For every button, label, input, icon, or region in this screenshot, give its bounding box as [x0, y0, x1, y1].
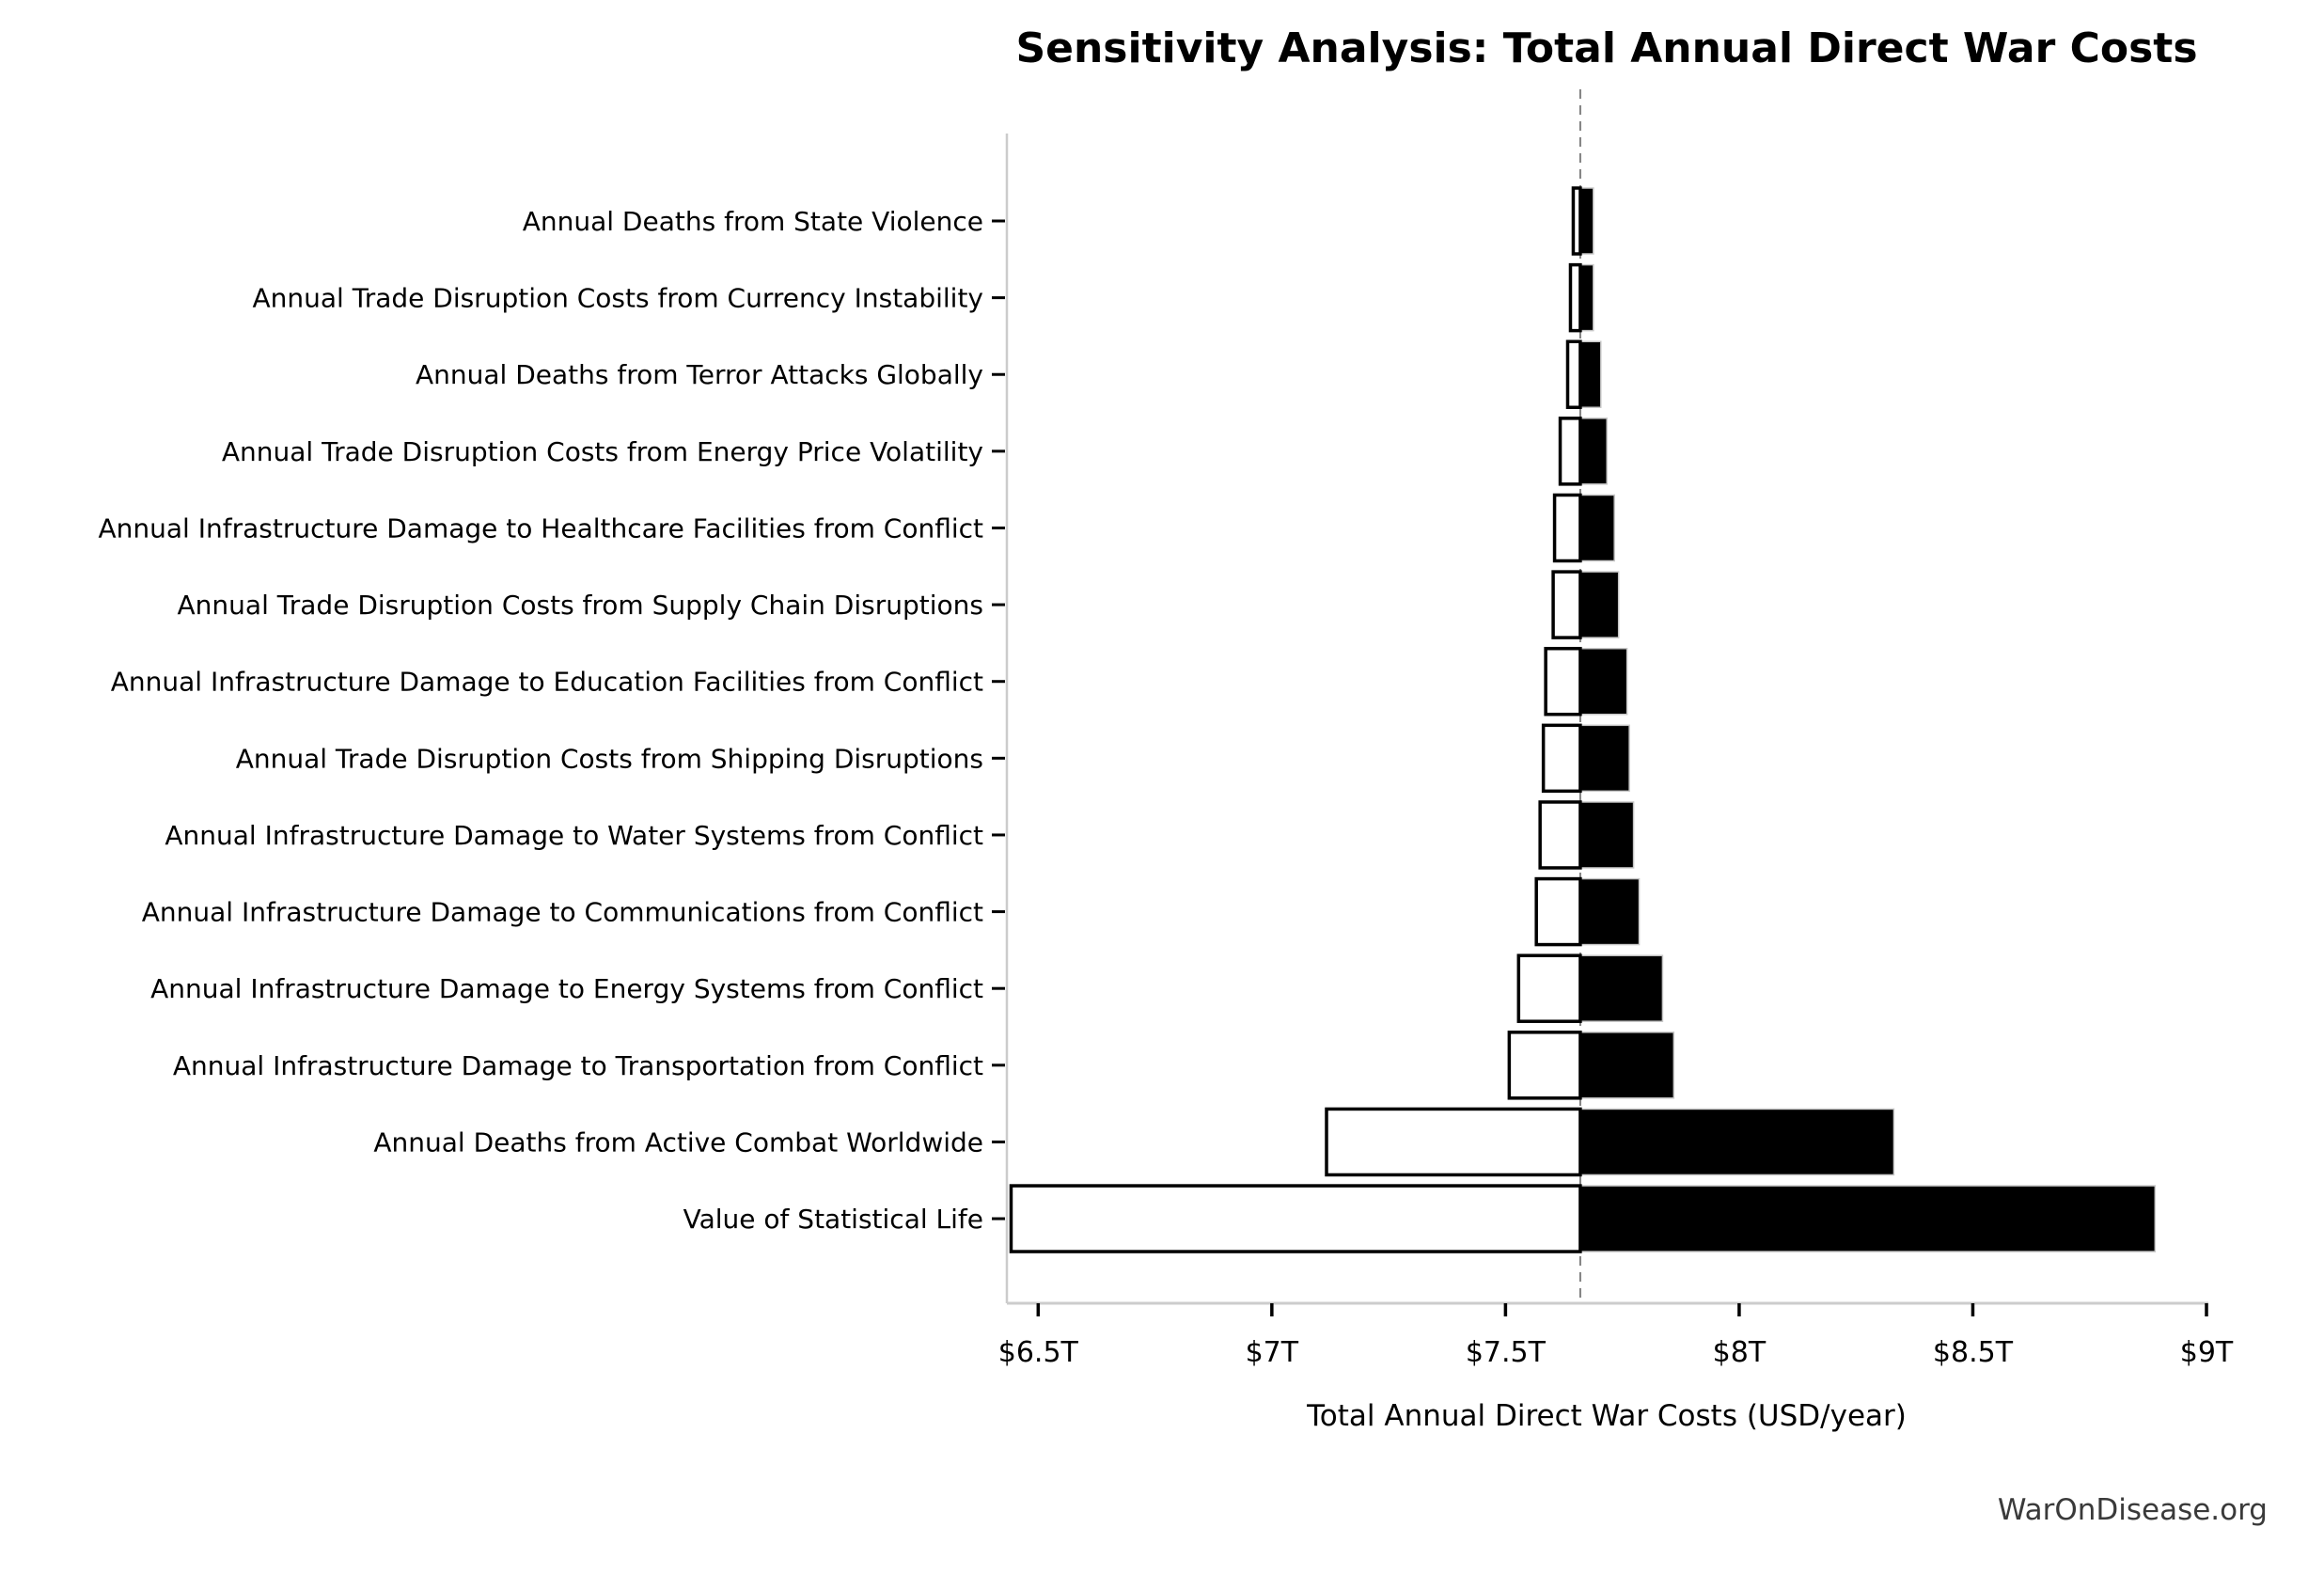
x-tick-label: $6.5T: [998, 1336, 1079, 1369]
bar-high: [1579, 801, 1635, 869]
bar-high: [1579, 1108, 1895, 1176]
category-label: Annual Infrastructure Damage to Healthca…: [99, 512, 984, 543]
bar-high: [1579, 187, 1594, 255]
bar-high: [1579, 494, 1615, 562]
bar-low: [1538, 800, 1582, 870]
bar-high: [1579, 647, 1628, 716]
category-label: Value of Statistical Life: [683, 1204, 983, 1235]
bar-low: [1565, 339, 1582, 409]
category-label: Annual Infrastructure Damage to Energy S…: [150, 973, 983, 1004]
category-label: Annual Deaths from Active Combat Worldwi…: [373, 1126, 983, 1158]
bar-high: [1579, 954, 1664, 1022]
x-tick-label: $8T: [1713, 1336, 1767, 1369]
bar-high: [1579, 1185, 2157, 1252]
bar-high: [1579, 724, 1630, 793]
x-tick-label: $9T: [2180, 1336, 2234, 1369]
bar-low: [1552, 493, 1582, 563]
x-axis-title: Total Annual Direct War Costs (USD/year): [1307, 1399, 1907, 1433]
bar-high: [1579, 263, 1594, 332]
category-label: Annual Trade Disruption Costs from Energ…: [222, 436, 983, 467]
watermark: WarOnDisease.org: [1997, 1493, 2268, 1527]
chart-title: Sensitivity Analysis: Total Annual Direc…: [1015, 24, 2198, 72]
category-label: Annual Trade Disruption Costs from Shipp…: [236, 743, 983, 774]
bar-low: [1558, 417, 1582, 486]
category-label: Annual Infrastructure Damage to Communic…: [142, 897, 983, 928]
bar-low: [1516, 953, 1582, 1023]
bar-low: [1009, 1184, 1582, 1253]
bar-high: [1579, 340, 1602, 408]
bar-low: [1571, 186, 1582, 256]
category-label: Annual Deaths from State Violence: [523, 206, 983, 237]
bar-high: [1579, 417, 1608, 485]
category-label: Annual Infrastructure Damage to Educatio…: [111, 667, 983, 698]
category-label: Annual Trade Disruption Costs from Curre…: [252, 283, 983, 314]
x-tick-label: $7.5T: [1466, 1336, 1547, 1369]
bar-low: [1544, 646, 1582, 717]
bar-high: [1579, 1032, 1675, 1099]
x-tick-label: $8.5T: [1933, 1336, 2014, 1369]
category-label: Annual Deaths from Terror Attacks Global…: [416, 359, 983, 390]
bar-low: [1541, 723, 1582, 794]
category-label: Annual Infrastructure Damage to Transpor…: [173, 1050, 983, 1081]
bar-low: [1507, 1031, 1582, 1100]
bar-high: [1579, 877, 1641, 946]
x-tick-label: $7T: [1246, 1336, 1299, 1369]
bar-low: [1534, 876, 1582, 947]
category-label: Annual Infrastructure Damage to Water Sy…: [165, 820, 983, 851]
bar-low: [1568, 262, 1582, 333]
bar-high: [1579, 571, 1620, 638]
bar-low: [1325, 1107, 1582, 1177]
bar-low: [1551, 570, 1582, 639]
category-label: Annual Trade Disruption Costs from Suppl…: [178, 590, 983, 621]
